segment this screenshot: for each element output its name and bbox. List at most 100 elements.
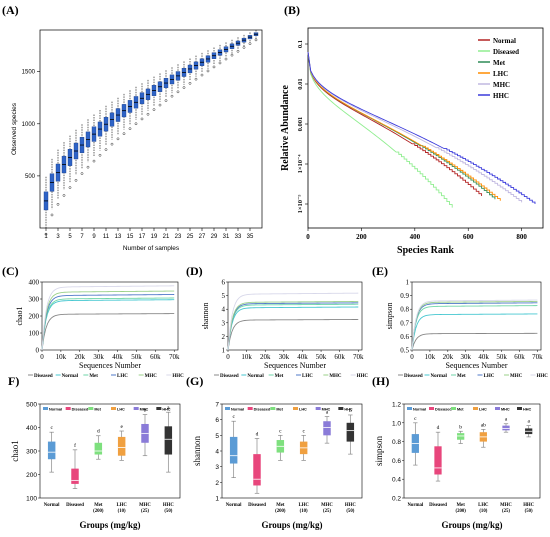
- x-tick-label: HHC: [163, 503, 174, 508]
- x-tick-label: 10k: [241, 353, 252, 361]
- x-tick-label: 10k: [56, 353, 67, 361]
- rarefaction-line: [41, 285, 175, 351]
- outlier: [86, 165, 90, 169]
- y-tick-label: 0.6: [392, 458, 401, 465]
- significance-letter: f: [74, 442, 76, 449]
- significance-letter: a: [326, 410, 329, 416]
- significance-letter: d: [97, 429, 100, 435]
- legend-label: Normal: [431, 374, 448, 379]
- significance-letter: b: [144, 408, 147, 414]
- legend-swatch: [133, 407, 139, 410]
- outlier: [128, 127, 132, 130]
- x-axis-label: Sequences Number: [79, 361, 141, 370]
- x-tick-label: 40k: [297, 353, 308, 361]
- x-tick-label: Met: [457, 503, 466, 508]
- axes-frame: [227, 281, 363, 351]
- series-line-met: [307, 51, 496, 200]
- x-tick-label: 15: [127, 234, 134, 240]
- x-axis-label: Sequences Number: [446, 361, 508, 370]
- y-tick-label: 3: [222, 319, 226, 327]
- legend-label: LHC: [117, 374, 128, 379]
- legend-label: Diseased: [34, 374, 53, 379]
- x-tick-label: 70k: [353, 353, 364, 361]
- y-tick-label: 1.2: [392, 402, 401, 409]
- y-tick-label: 400: [29, 279, 40, 287]
- significance-letter: a: [505, 417, 508, 423]
- legend-swatch: [247, 407, 253, 410]
- y-tick-label: 100: [29, 330, 40, 338]
- x-tick-label: 70k: [532, 353, 543, 361]
- outlier: [236, 49, 240, 53]
- x-tick-label: 5: [68, 234, 72, 240]
- y-tick-label: 0.01: [297, 78, 304, 89]
- legend-label: HHC: [344, 407, 352, 411]
- y-tick-label: 0.6: [400, 333, 409, 341]
- outlier: [254, 38, 258, 42]
- rarefaction-line: [227, 302, 359, 351]
- rarefaction-line: [227, 303, 359, 351]
- series-line-normal: [307, 51, 483, 196]
- y-tick-label: 1500: [22, 70, 36, 76]
- x-axis-label: Groups (mg/kg): [441, 520, 502, 530]
- legend-label: HHC: [357, 374, 369, 379]
- x-tick-label: Met: [94, 503, 103, 508]
- x-tick-label: (10): [118, 509, 126, 514]
- significance-letter: a: [527, 419, 530, 425]
- legend-label: Met: [457, 374, 466, 379]
- box: [323, 421, 331, 436]
- x-tick-label: 10k: [425, 353, 436, 361]
- x-axis-label: Groups (mg/kg): [79, 520, 140, 530]
- x-tick-label: (200): [93, 509, 104, 514]
- rarefaction-line: [227, 319, 359, 351]
- x-tick-label: Normal: [226, 503, 242, 508]
- x-tick-label: 0: [40, 353, 44, 361]
- legend-swatch: [451, 407, 456, 410]
- significance-letter: d: [256, 431, 259, 437]
- legend-label: MHC: [501, 407, 510, 411]
- panel-letter-D: (D): [186, 264, 203, 278]
- x-tick-label: 30k: [93, 353, 104, 361]
- y-axis-label: shannon: [192, 436, 202, 466]
- rarefaction-line: [41, 290, 175, 351]
- panel-letter-F: F): [8, 374, 19, 388]
- rarefaction-line: [411, 332, 538, 351]
- y-tick-label: 7: [215, 402, 219, 409]
- box: [71, 468, 79, 484]
- x-tick-label: 35: [247, 234, 254, 240]
- legend-swatch: [315, 407, 321, 410]
- x-tick-label: Normal: [44, 503, 60, 508]
- legend-swatch: [225, 407, 230, 410]
- x-tick-label: MHC: [321, 503, 333, 508]
- y-tick-label: 6: [215, 417, 219, 424]
- outlier: [74, 179, 78, 182]
- legend-label: LHC: [484, 374, 495, 379]
- x-axis-label: Species Rank: [397, 245, 454, 256]
- x-tick-label: Normal: [407, 503, 423, 508]
- y-tick-label: 1: [406, 279, 410, 287]
- x-axis-label: Groups (mg/kg): [261, 520, 322, 530]
- legend-label: Normal: [49, 407, 62, 411]
- x-tick-label: 19: [151, 234, 158, 240]
- rarefaction-line: [411, 305, 538, 351]
- y-tick-label: 2: [222, 333, 226, 341]
- x-tick-label: 0: [226, 353, 230, 361]
- rarefaction-line: [41, 294, 175, 351]
- legend-label: MHC: [329, 374, 342, 379]
- x-tick-label: LHC: [298, 503, 309, 508]
- panel-letter-G: (G): [186, 374, 203, 388]
- y-tick-label: 100: [26, 496, 37, 503]
- legend-swatch: [111, 407, 116, 410]
- x-tick-label: 20k: [260, 353, 271, 361]
- legend-label: LHC: [117, 407, 125, 411]
- x-tick-label: MHC: [500, 503, 512, 508]
- box: [47, 441, 56, 460]
- significance-letter: ab: [481, 422, 486, 428]
- significance-letter: c: [279, 428, 282, 434]
- x-tick-label: 60k: [150, 353, 161, 361]
- outlier: [140, 117, 144, 121]
- outlier: [206, 69, 210, 73]
- x-axis-label: Number of samples: [123, 245, 180, 252]
- y-tick-label: 4: [222, 306, 226, 314]
- panel-letter-E: (E): [372, 264, 388, 278]
